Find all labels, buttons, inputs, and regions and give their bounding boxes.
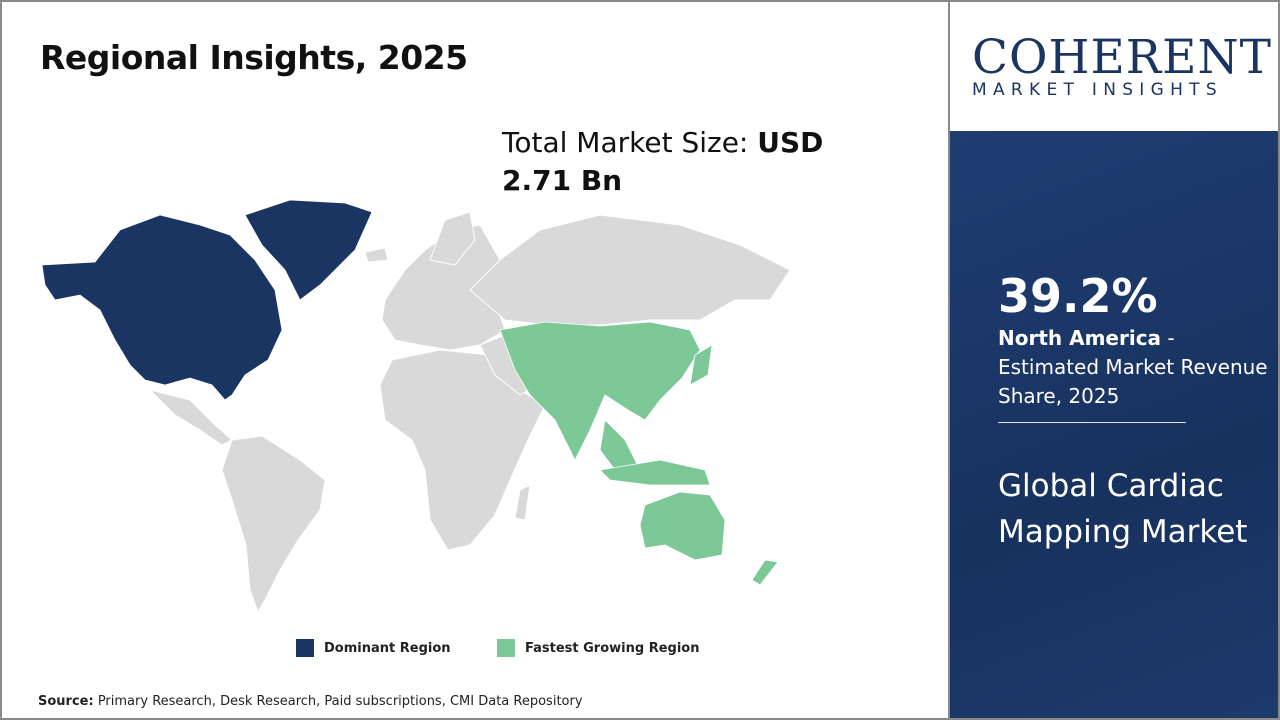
divider (998, 422, 1186, 423)
fastest-swatch (497, 639, 515, 657)
market-name: Global Cardiac Mapping Market (998, 468, 1248, 550)
asia-pacific-region (499, 321, 701, 461)
source-text: Primary Research, Desk Research, Paid su… (93, 694, 583, 709)
stats-panel: 39.2% North America - Estimated Market R… (950, 131, 1280, 720)
australia (639, 491, 726, 561)
world-map (41, 199, 791, 614)
source-note: Source: Primary Research, Desk Research,… (38, 694, 583, 709)
share-percentage: 39.2% (998, 269, 1158, 323)
source-label: Source: (38, 694, 94, 709)
share-text: - Estimated Market Revenue Share, 2025 (998, 326, 1268, 408)
new-zealand (751, 559, 779, 586)
region-name: North America (998, 326, 1162, 350)
madagascar (514, 484, 531, 521)
scandinavia (429, 211, 476, 266)
map-section: Regional Insights, 2025 Total Market Siz… (38, 38, 902, 709)
dominant-swatch (296, 639, 314, 657)
iceland (364, 247, 389, 263)
japan (689, 344, 713, 386)
south-america (221, 435, 326, 614)
greenland (244, 199, 373, 301)
indonesia (599, 459, 711, 486)
market-size-label: Total Market Size: (502, 126, 758, 159)
legend-label: Fastest Growing Region (525, 640, 700, 656)
legend-fastest: Fastest Growing Region (497, 639, 699, 657)
legend-dominant: Dominant Region (296, 639, 451, 657)
central-america (148, 389, 233, 446)
total-market-size: Total Market Size: USD 2.71 Bn (502, 124, 902, 200)
market-size-value: USD 2.71 Bn (502, 126, 824, 197)
logo-sub-text: MARKET INSIGHTS (972, 80, 1223, 100)
logo-main-text: COHERENT (972, 30, 1272, 85)
page-title: Regional Insights, 2025 (40, 38, 468, 77)
company-logo: COHERENT MARKET INSIGHTS (950, 0, 1280, 131)
summary-panel: COHERENT MARKET INSIGHTS 39.2% North Ame… (948, 0, 1280, 720)
north-america-region (41, 214, 283, 401)
share-description: North America - Estimated Market Revenue… (998, 324, 1268, 411)
legend-label: Dominant Region (324, 640, 451, 656)
